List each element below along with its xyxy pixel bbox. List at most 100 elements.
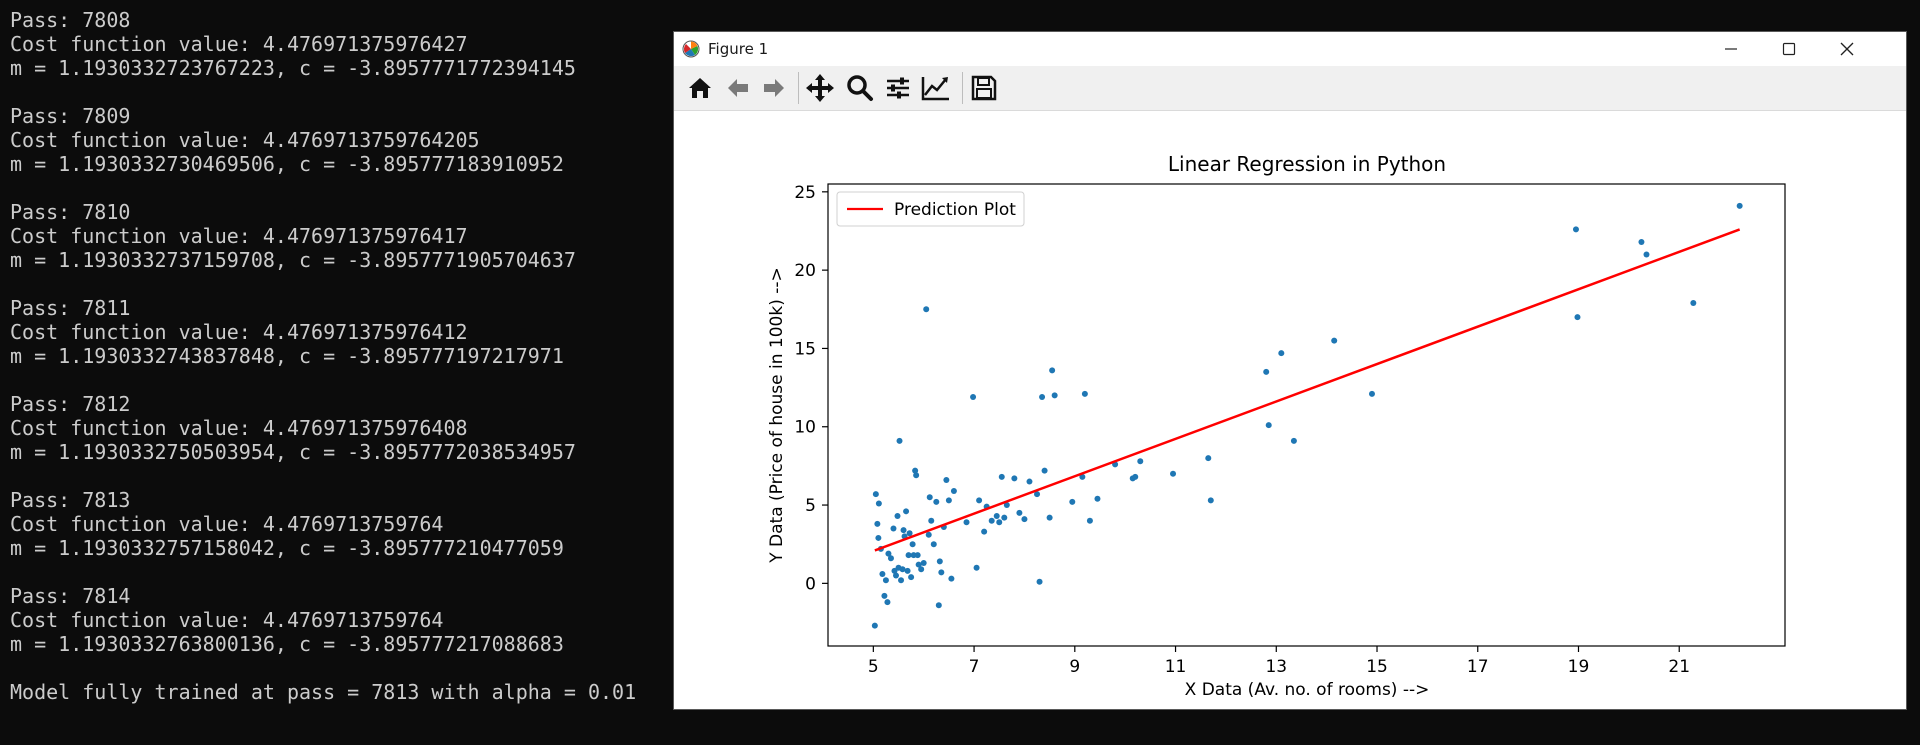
cost-line: Cost function value: 4.476971375976412 — [10, 320, 468, 344]
chart-title: Linear Regression in Python — [1168, 152, 1446, 176]
scatter-point — [926, 494, 933, 501]
maximize-button[interactable] — [1760, 32, 1818, 66]
scatter-point — [871, 622, 878, 629]
scatter-point — [928, 517, 935, 524]
close-button[interactable] — [1818, 32, 1876, 66]
scatter-point — [1643, 251, 1650, 258]
figure-toolbar — [674, 66, 1906, 111]
scatter-point — [1081, 390, 1088, 397]
y-tick-label: 0 — [805, 574, 816, 594]
scatter-point — [872, 491, 879, 498]
subplots-config-icon — [887, 77, 909, 99]
scatter-point — [1039, 393, 1046, 400]
subplots-button[interactable] — [882, 72, 914, 104]
zoom-button[interactable] — [844, 72, 876, 104]
scatter-point — [884, 599, 891, 606]
minimize-button[interactable] — [1702, 32, 1760, 66]
scatter-point — [935, 602, 942, 609]
scatter-point — [998, 473, 1005, 480]
figure-window: Figure 1 — [673, 31, 1907, 710]
scatter-point — [918, 566, 925, 573]
params-line: m = 1.1930332757158042, c = -3.895777210… — [10, 536, 564, 560]
x-tick-label: 7 — [969, 657, 980, 677]
x-axis-ticks: 5 7 9 11 13 15 17 19 21 — [868, 646, 1690, 677]
scatter-point — [1170, 470, 1177, 477]
y-axis-ticks: 0 5 10 15 20 25 — [794, 183, 828, 594]
log-block: Pass: 7808 Cost function value: 4.476971… — [10, 8, 670, 80]
y-tick-label: 15 — [794, 339, 816, 359]
x-tick-label: 21 — [1668, 657, 1690, 677]
forward-button[interactable] — [758, 72, 790, 104]
scatter-point — [903, 508, 910, 515]
pass-line: Pass: 7810 — [10, 200, 131, 224]
log-block: Pass: 7809 Cost function value: 4.476971… — [10, 104, 670, 176]
scatter-point — [1016, 509, 1023, 516]
scatter-point — [1001, 514, 1008, 521]
edit-axis-button[interactable] — [920, 72, 952, 104]
save-button[interactable] — [968, 72, 1000, 104]
scatter-point — [1086, 517, 1093, 524]
x-tick-label: 5 — [868, 657, 879, 677]
zoom-magnifier-icon — [847, 75, 873, 101]
scatter-point — [908, 574, 915, 581]
cost-line: Cost function value: 4.4769713759764205 — [10, 128, 480, 152]
scatter-point — [874, 520, 881, 527]
y-tick-label: 5 — [805, 496, 816, 516]
scatter-point — [1638, 238, 1645, 245]
minimize-icon — [1725, 48, 1737, 50]
pan-button[interactable] — [804, 72, 836, 104]
scatter-point — [1021, 516, 1028, 523]
scatter-point — [1026, 478, 1033, 485]
scatter-point — [963, 519, 970, 526]
scatter-point — [1051, 392, 1058, 399]
cost-line: Cost function value: 4.476971375976408 — [10, 416, 468, 440]
scatter-point — [1331, 337, 1338, 344]
y-axis-label: Y Data (Price of house in 100k) --> — [767, 267, 787, 564]
home-button[interactable] — [684, 72, 716, 104]
params-line: m = 1.1930332763800136, c = -3.895777217… — [10, 632, 564, 656]
plot-canvas[interactable]: Linear Regression in Python 5 7 9 11 13 15 17 1… — [674, 111, 1906, 709]
scatter-point — [1205, 455, 1212, 462]
params-line: m = 1.1930332737159708, c = -3.895777190… — [10, 248, 576, 272]
scatter-point — [1263, 368, 1270, 375]
back-arrow-icon — [728, 79, 748, 97]
back-button[interactable] — [722, 72, 754, 104]
scatter-point — [1094, 495, 1101, 502]
home-icon — [689, 78, 711, 98]
scatter-point — [1079, 473, 1086, 480]
scatter-point — [875, 500, 882, 507]
scatter-point — [1069, 498, 1076, 505]
cost-line: Cost function value: 4.4769713759764 — [10, 512, 444, 536]
scatter-point — [913, 472, 920, 479]
pass-line: Pass: 7809 — [10, 104, 131, 128]
x-axis-label: X Data (Av. no. of rooms) --> — [1185, 680, 1430, 700]
x-tick-label: 11 — [1165, 657, 1187, 677]
legend-entry: Prediction Plot — [894, 200, 1016, 220]
scatter-point — [1011, 475, 1018, 482]
final-message: Model fully trained at pass = 7813 with … — [10, 680, 637, 704]
prediction-line — [874, 228, 1741, 552]
y-tick-label: 25 — [794, 183, 816, 203]
window-titlebar[interactable]: Figure 1 — [674, 32, 1906, 66]
scatter-point — [1690, 300, 1697, 307]
scatter-point — [879, 570, 886, 577]
cost-line: Cost function value: 4.476971375976427 — [10, 32, 468, 56]
legend: Prediction Plot — [836, 191, 1025, 227]
scatter-point — [930, 541, 937, 548]
scatter-point — [890, 525, 897, 532]
log-block: Pass: 7811 Cost function value: 4.476971… — [10, 296, 670, 368]
params-line: m = 1.1930332730469506, c = -3.895777183… — [10, 152, 564, 176]
log-block: Pass: 7814 Cost function value: 4.476971… — [10, 584, 670, 656]
close-icon — [1840, 42, 1854, 56]
scatter-point — [1049, 367, 1056, 374]
scatter-point — [896, 437, 903, 444]
scatter-point — [945, 497, 952, 504]
scatter-point — [1278, 350, 1285, 357]
scatter-point — [914, 552, 921, 559]
cost-line: Cost function value: 4.4769713759764 — [10, 608, 444, 632]
scatter-point — [887, 555, 894, 562]
scatter-point — [923, 306, 930, 313]
terminal-output: Pass: 7808 Cost function value: 4.476971… — [0, 0, 670, 745]
plot-area — [827, 183, 1786, 647]
scatter-point — [881, 592, 888, 599]
